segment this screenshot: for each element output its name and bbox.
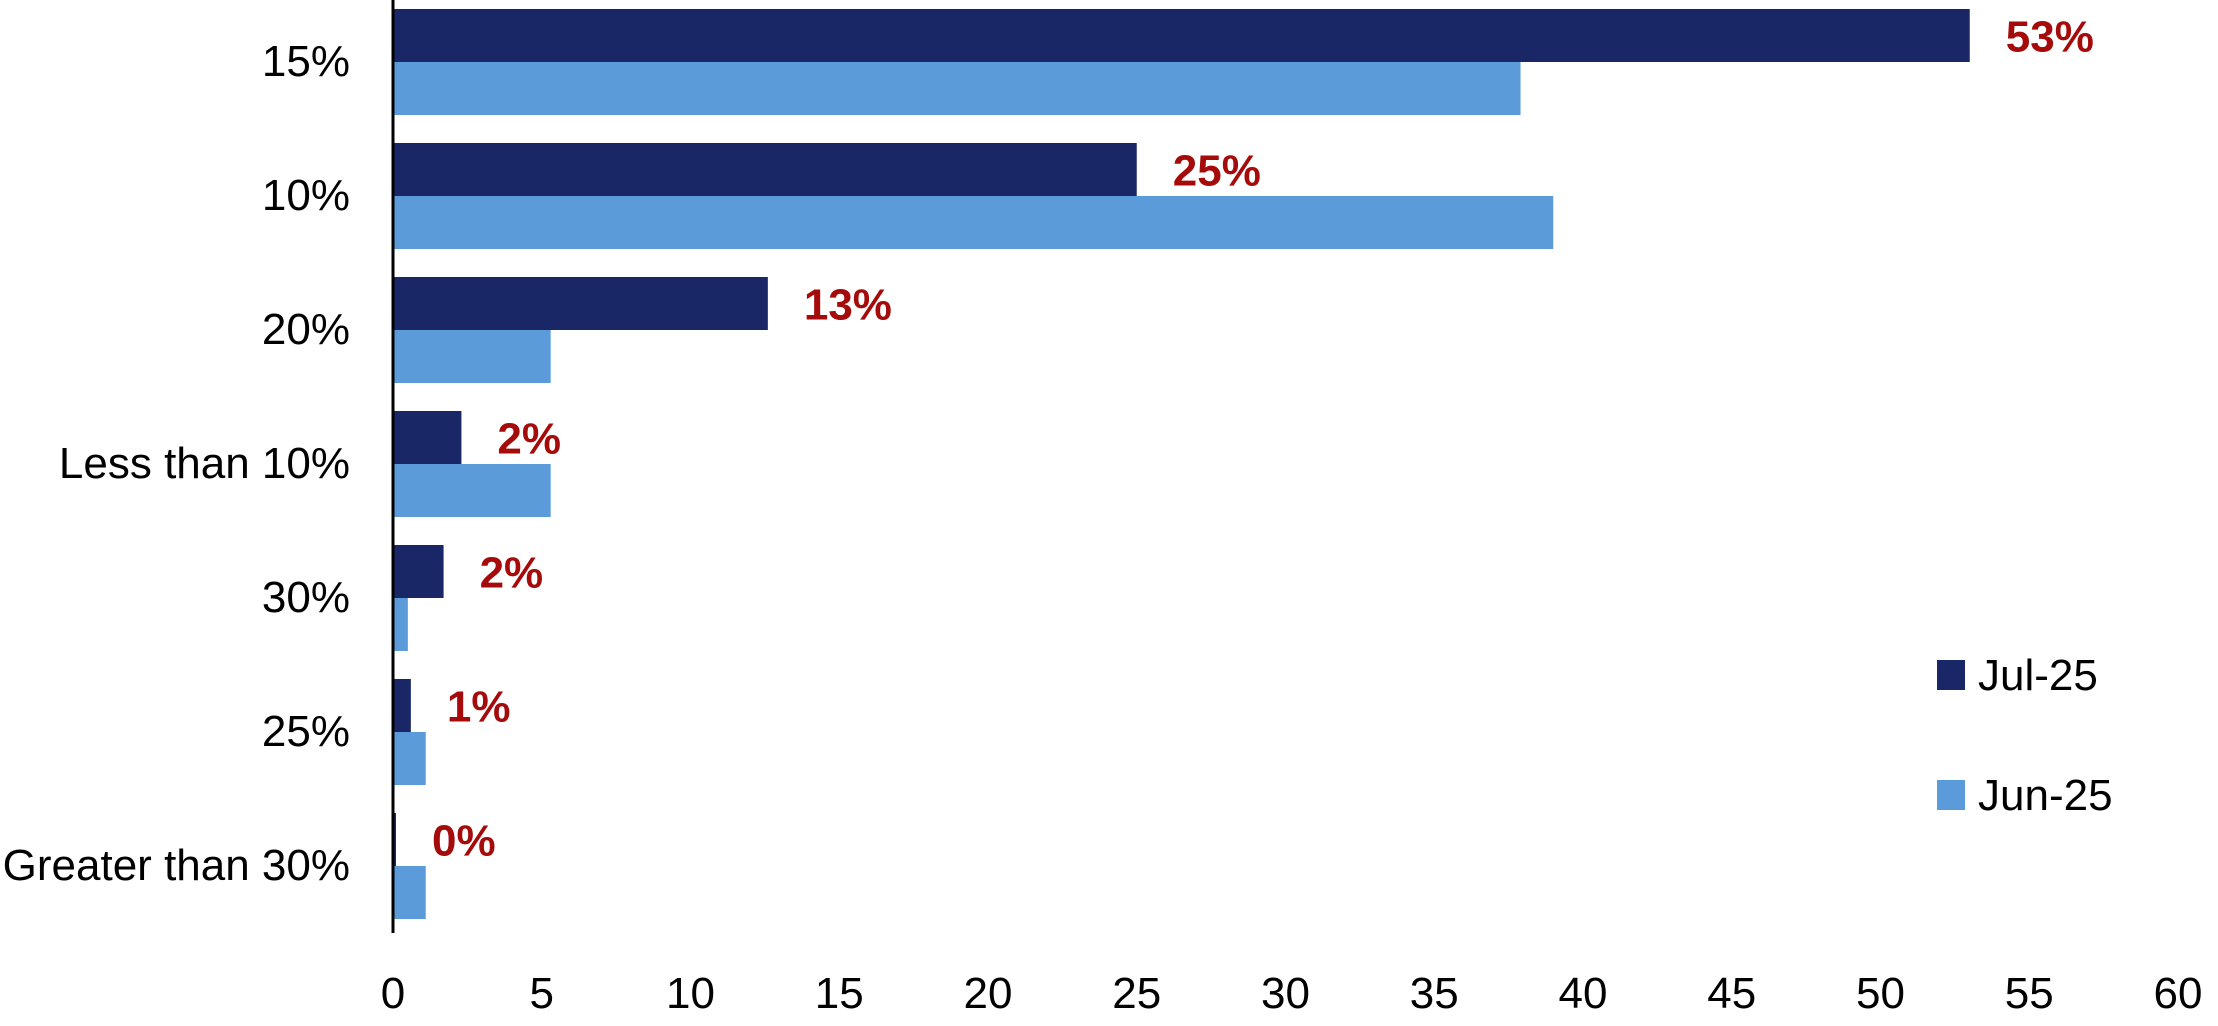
- data-label: 2%: [497, 415, 561, 464]
- bar-jun25-0: [393, 62, 1521, 115]
- legend-swatch-jun25: [1937, 780, 1965, 810]
- data-label: 13%: [804, 281, 892, 330]
- category-label: 10%: [262, 171, 350, 220]
- x-tick-label: 40: [1559, 969, 1608, 1018]
- category-label: 15%: [262, 37, 350, 86]
- bar-jul25-0: [393, 9, 1970, 62]
- x-tick-label: 20: [964, 969, 1013, 1018]
- x-tick-label: 60: [2154, 969, 2203, 1018]
- bar-jun25-6: [393, 866, 426, 919]
- category-label: 20%: [262, 305, 350, 354]
- bar-jul25-5: [393, 679, 411, 732]
- category-label: Less than 10%: [59, 439, 350, 488]
- bar-jul25-2: [393, 277, 768, 330]
- x-axis-ticks: 0 5 10 15 20 25 30 35 40 45 50 55 60: [381, 969, 2203, 1018]
- x-tick-label: 0: [381, 969, 405, 1018]
- bar-jun25-5: [393, 732, 426, 785]
- bar-jul25-3: [393, 411, 462, 464]
- x-tick-label: 55: [2005, 969, 2054, 1018]
- legend-label-jul25: Jul-25: [1978, 651, 2098, 700]
- bar-jun25-3: [393, 464, 551, 517]
- bar-jun25-1: [393, 196, 1554, 249]
- category-label: 25%: [262, 707, 350, 756]
- bar-jun25-4: [393, 598, 408, 651]
- data-labels: 53% 25% 13% 2% 2% 1% 0%: [432, 13, 2094, 866]
- category-labels: 15% 10% 20% Less than 10% 30% 25% Greater than…: [3, 37, 350, 890]
- x-tick-label: 50: [1856, 969, 1905, 1018]
- category-label: 30%: [262, 573, 350, 622]
- data-label: 53%: [2006, 13, 2094, 62]
- bar-jul25-4: [393, 545, 444, 598]
- bar-jul25-1: [393, 143, 1137, 196]
- bar-jun25-2: [393, 330, 551, 383]
- x-tick-label: 25: [1112, 969, 1161, 1018]
- x-tick-label: 15: [815, 969, 864, 1018]
- data-label: 1%: [447, 683, 511, 732]
- x-tick-label: 45: [1707, 969, 1756, 1018]
- x-tick-label: 5: [530, 969, 554, 1018]
- data-label: 0%: [432, 817, 496, 866]
- data-label: 2%: [480, 549, 544, 598]
- x-tick-label: 35: [1410, 969, 1459, 1018]
- data-label: 25%: [1173, 147, 1261, 196]
- bars-group: [393, 9, 1970, 919]
- x-tick-label: 30: [1261, 969, 1310, 1018]
- legend: Jul-25 Jun-25: [1937, 651, 2113, 820]
- legend-label-jun25: Jun-25: [1978, 771, 2113, 820]
- category-label: Greater than 30%: [3, 841, 350, 890]
- x-tick-label: 10: [666, 969, 715, 1018]
- legend-swatch-jul25: [1937, 660, 1965, 690]
